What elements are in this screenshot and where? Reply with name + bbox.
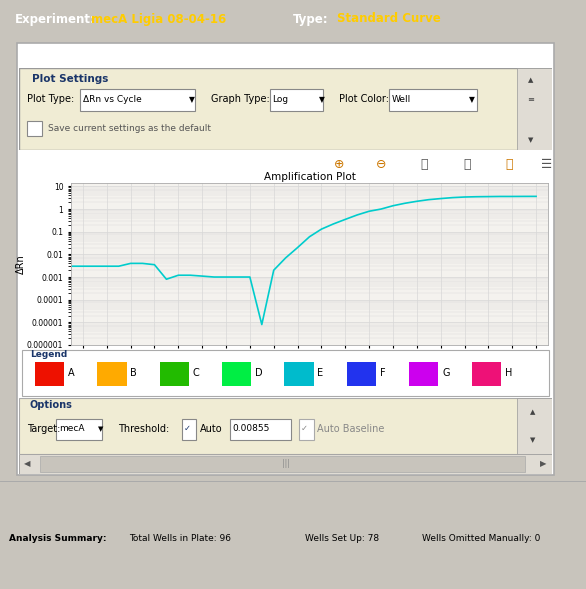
Text: Save current settings as the default: Save current settings as the default <box>48 124 212 133</box>
Bar <box>284 362 314 385</box>
Text: ▶: ▶ <box>540 459 547 468</box>
FancyBboxPatch shape <box>19 398 552 454</box>
Text: ▼: ▼ <box>469 95 475 104</box>
Text: 🗋: 🗋 <box>463 158 471 171</box>
Bar <box>472 362 501 385</box>
FancyBboxPatch shape <box>56 419 101 440</box>
Text: ≡: ≡ <box>527 95 534 104</box>
Text: mecA Ligia 08-04-16: mecA Ligia 08-04-16 <box>91 12 226 25</box>
Text: Standard Curve: Standard Curve <box>337 12 441 25</box>
Text: Log: Log <box>272 95 288 104</box>
FancyBboxPatch shape <box>299 419 314 440</box>
Text: Plot Color:: Plot Color: <box>339 94 389 104</box>
Text: 🖨: 🖨 <box>420 158 428 171</box>
Text: ☰: ☰ <box>541 158 552 171</box>
Text: Experiment:: Experiment: <box>15 12 96 25</box>
FancyBboxPatch shape <box>22 349 549 396</box>
Text: ▼: ▼ <box>528 137 533 143</box>
Title: Amplification Plot: Amplification Plot <box>264 172 356 182</box>
Text: Total Wells in Plate: 96: Total Wells in Plate: 96 <box>129 534 231 542</box>
Text: A: A <box>68 369 74 379</box>
Text: ✓: ✓ <box>301 424 308 434</box>
Bar <box>97 362 127 385</box>
Text: Target:: Target: <box>27 424 60 434</box>
Text: ▲: ▲ <box>528 77 533 83</box>
Text: ⊖: ⊖ <box>376 158 387 171</box>
Y-axis label: ΔRn: ΔRn <box>16 254 26 274</box>
Bar <box>347 362 376 385</box>
Bar <box>35 362 64 385</box>
Text: Options: Options <box>30 401 73 411</box>
Text: ▼: ▼ <box>189 95 195 104</box>
Text: E: E <box>318 369 323 379</box>
Text: ✓: ✓ <box>183 424 190 434</box>
Text: Threshold:: Threshold: <box>118 424 169 434</box>
Text: 📊: 📊 <box>506 158 513 171</box>
Text: Wells Set Up: 78: Wells Set Up: 78 <box>305 534 379 542</box>
FancyBboxPatch shape <box>517 68 552 150</box>
Text: Amplification Plot: Amplification Plot <box>28 48 146 61</box>
X-axis label: Cycle: Cycle <box>296 365 323 375</box>
Text: ▼: ▼ <box>319 95 325 104</box>
Text: Wells Omitted Manually: 0: Wells Omitted Manually: 0 <box>422 534 540 542</box>
Text: ◀: ◀ <box>25 459 31 468</box>
Text: Type:: Type: <box>293 12 329 25</box>
Text: 0.00855: 0.00855 <box>232 424 270 434</box>
Text: ▲: ▲ <box>530 409 535 415</box>
Text: G: G <box>442 369 449 379</box>
Text: Auto: Auto <box>200 424 223 434</box>
Text: Analysis Summary:: Analysis Summary: <box>9 534 106 542</box>
Text: Auto Baseline: Auto Baseline <box>318 424 385 434</box>
FancyBboxPatch shape <box>80 90 195 111</box>
Text: C: C <box>193 369 199 379</box>
FancyBboxPatch shape <box>17 43 554 475</box>
Text: F: F <box>380 369 386 379</box>
Text: |||: ||| <box>281 459 289 468</box>
Bar <box>409 362 438 385</box>
Text: mecA: mecA <box>59 424 84 434</box>
Text: ▼: ▼ <box>98 426 103 432</box>
FancyBboxPatch shape <box>230 419 291 440</box>
Text: Plot Type:: Plot Type: <box>27 94 74 104</box>
Text: ❮: ❮ <box>565 48 576 61</box>
Text: ΔRn vs Cycle: ΔRn vs Cycle <box>83 95 142 104</box>
FancyBboxPatch shape <box>19 68 552 150</box>
Text: B: B <box>131 369 137 379</box>
FancyBboxPatch shape <box>517 398 552 454</box>
Text: Well: Well <box>392 95 411 104</box>
FancyBboxPatch shape <box>390 90 478 111</box>
Bar <box>160 362 189 385</box>
FancyBboxPatch shape <box>27 121 42 136</box>
Bar <box>40 456 526 472</box>
Text: Legend: Legend <box>30 350 67 359</box>
Text: D: D <box>255 369 263 379</box>
Text: Graph Type:: Graph Type: <box>211 94 270 104</box>
Text: ▼: ▼ <box>530 437 535 443</box>
Bar <box>222 362 251 385</box>
FancyBboxPatch shape <box>182 419 196 440</box>
Text: Plot Settings: Plot Settings <box>32 74 108 84</box>
Text: H: H <box>505 369 512 379</box>
Text: ⊕: ⊕ <box>333 158 344 171</box>
FancyBboxPatch shape <box>270 90 323 111</box>
